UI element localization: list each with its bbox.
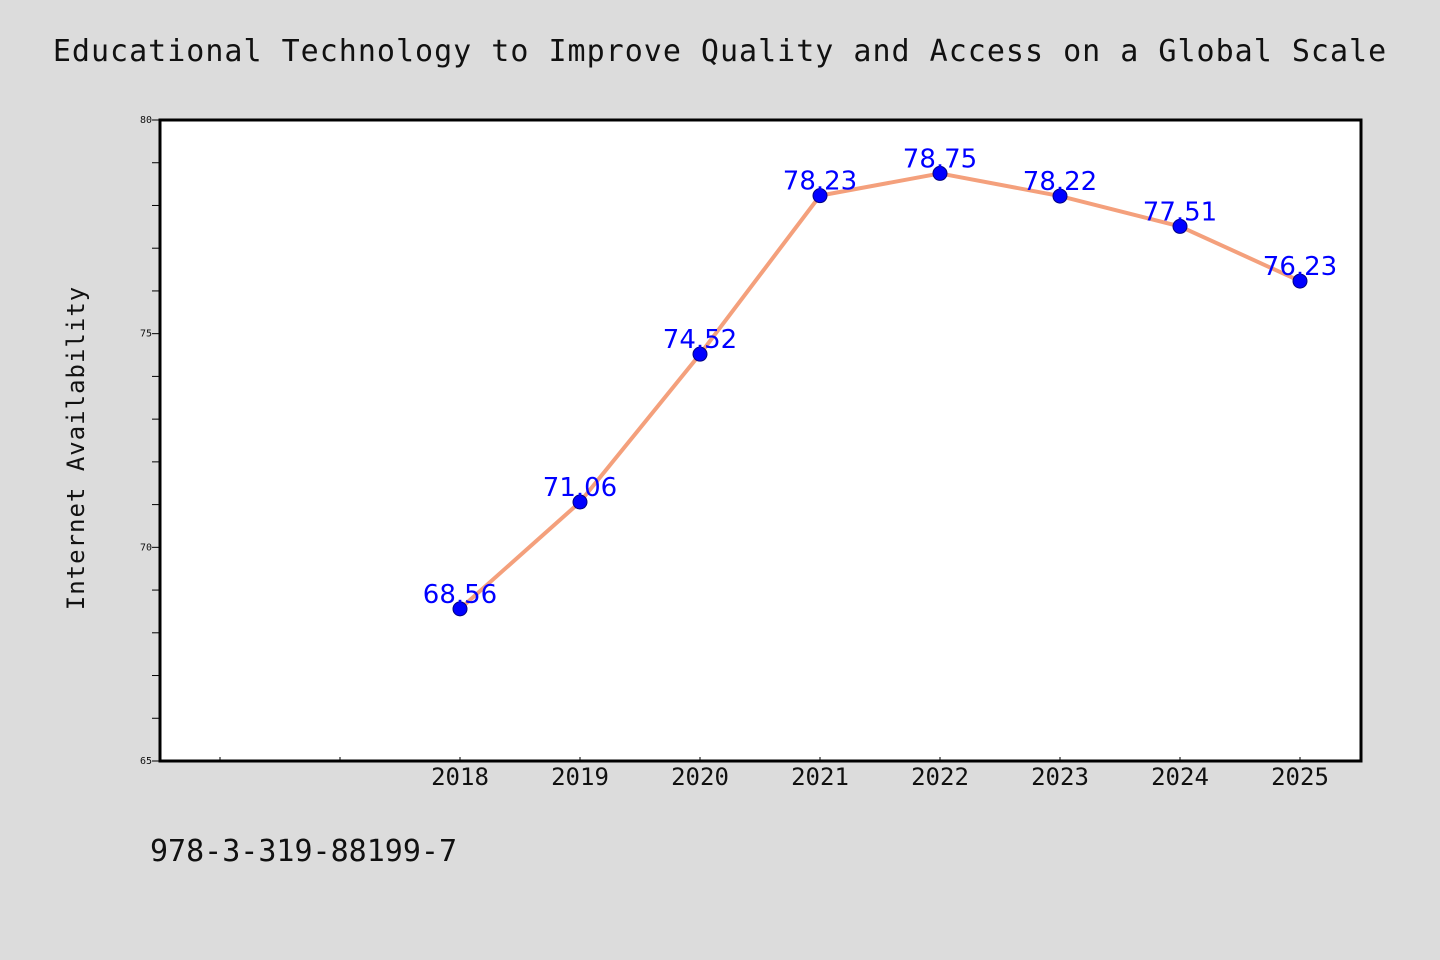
data-label: 78.75 [903, 144, 977, 174]
series-line [458, 171, 1302, 611]
data-point-marker [812, 188, 828, 204]
isbn-code: 978-3-319-88199-7 [150, 834, 458, 869]
data-label: 68.56 [423, 580, 497, 610]
y-tick-label: 75 [140, 329, 152, 340]
y-axis-label: Internet Availability [62, 286, 90, 610]
data-point-marker [1052, 188, 1068, 204]
data-label: 76.23 [1263, 252, 1337, 282]
x-tick-label: 2020 [671, 763, 729, 791]
markers-group [452, 165, 1308, 617]
data-label: 78.23 [783, 167, 857, 197]
data-labels-group: 68.56 71.06 74.52 78.23 78.75 78.22 77.51 76.23 [423, 144, 1337, 609]
y-tick-label: 65 [140, 756, 152, 767]
plot-frame [158, 118, 1363, 763]
data-label: 74.52 [663, 325, 737, 355]
y-tick-label: 70 [140, 542, 152, 553]
data-point-marker [572, 494, 588, 510]
data-point-marker [452, 601, 468, 617]
series-line-group [458, 171, 1302, 611]
x-tick-label: 2019 [551, 763, 609, 791]
x-tick-label: 2022 [911, 763, 969, 791]
data-point-marker [1172, 218, 1188, 234]
x-axis: 2018 2019 2020 2021 2022 2023 2024 2025 [219, 757, 1329, 791]
y-tick-label: 80 [140, 115, 152, 126]
data-point-marker [692, 346, 708, 362]
y-axis: 65 70 75 80 [140, 115, 160, 767]
data-label: 77.51 [1143, 197, 1217, 227]
data-label: 71.06 [543, 473, 617, 503]
x-tick-label: 2023 [1031, 763, 1089, 791]
x-tick-label: 2018 [431, 763, 489, 791]
data-point-marker [1292, 273, 1308, 289]
chart-title: Educational Technology to Improve Qualit… [52, 34, 1388, 69]
data-label: 78.22 [1023, 167, 1097, 197]
data-point-marker [932, 165, 948, 181]
x-tick-label: 2025 [1271, 763, 1329, 791]
x-tick-label: 2021 [791, 763, 849, 791]
plot-area [160, 120, 1361, 761]
x-tick-label: 2024 [1151, 763, 1209, 791]
